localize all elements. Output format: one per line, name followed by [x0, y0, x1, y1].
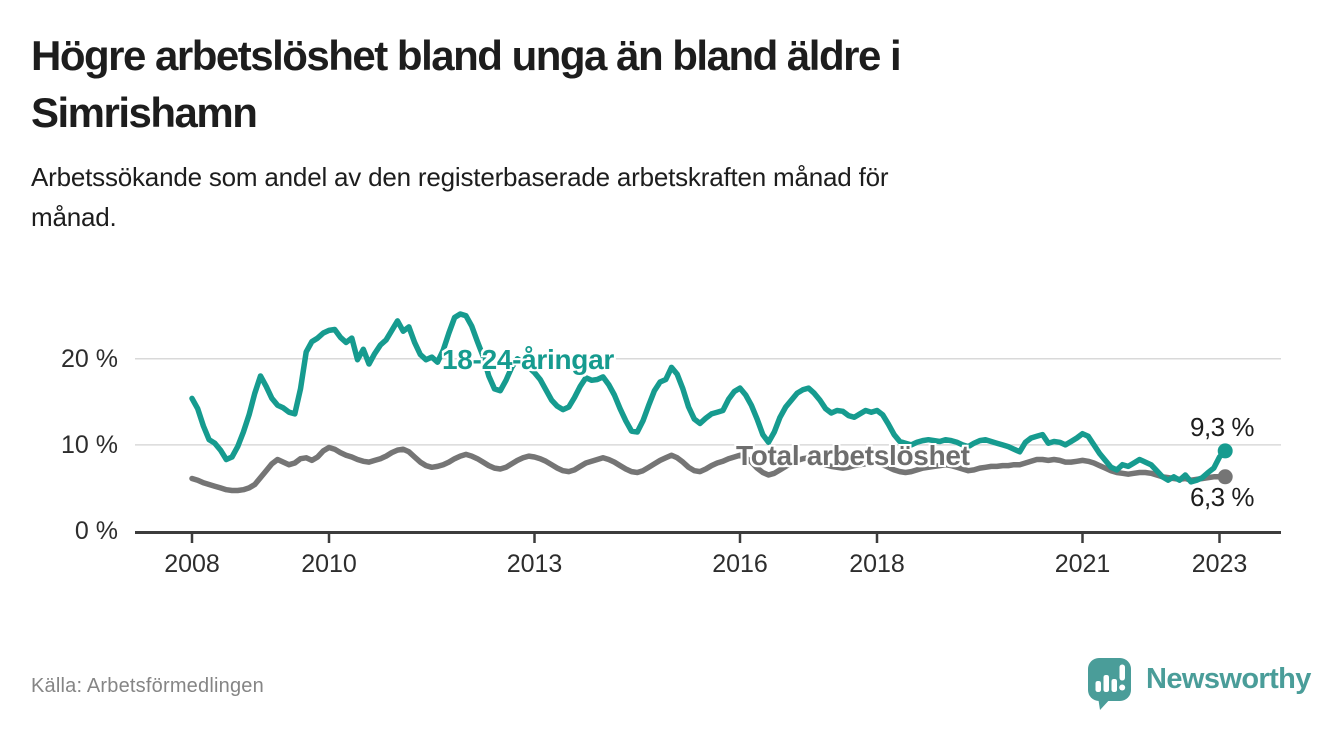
- end-point-marker: [1217, 443, 1233, 459]
- end-value-label-total: 6,3 %: [1190, 482, 1255, 512]
- title-line-2: Simrishamn: [31, 89, 258, 136]
- x-axis-label: 2018: [849, 550, 905, 578]
- page-title: Högre arbetslöshet bland unga än bland ä…: [31, 27, 1311, 141]
- x-axis-label: 2013: [506, 550, 563, 578]
- source-credit: Källa: Arbetsförmedlingen: [31, 675, 264, 697]
- data-line: [189, 311, 1228, 485]
- newsworthy-logo: Newsworthy: [1087, 657, 1311, 711]
- x-axis-label: 2016: [712, 550, 768, 578]
- y-axis-label: 10 %: [61, 430, 118, 459]
- series-label-young: 18-24-åringar: [442, 344, 614, 375]
- y-axis-label: 0 %: [74, 517, 118, 545]
- x-axis-label: 2023: [1191, 550, 1248, 578]
- subtitle-line-1: Arbetssökande som andel av den registerb…: [31, 162, 889, 192]
- title-line-1: Högre arbetslöshet bland unga än bland ä…: [31, 32, 902, 79]
- data-line: [189, 444, 1228, 494]
- y-axis-label: 20 %: [61, 344, 118, 373]
- newsworthy-logo-text: Newsworthy: [1146, 663, 1311, 695]
- series-label-total: Total arbetslöshet: [736, 440, 970, 471]
- x-axis-label: 2021: [1054, 550, 1111, 578]
- subtitle-line-2: månad.: [31, 202, 117, 232]
- x-axis-label: 2010: [301, 550, 357, 578]
- x-axis-label: 2008: [164, 550, 220, 578]
- end-value-label-young: 9,3 %: [1190, 412, 1255, 442]
- chart-header: Högre arbetslöshet bland unga än bland ä…: [31, 27, 1311, 237]
- end-point-marker: [1217, 469, 1233, 485]
- newsworthy-logo-icon: [1088, 658, 1131, 710]
- chart-subtitle: Arbetssökande som andel av den registerb…: [31, 157, 1311, 237]
